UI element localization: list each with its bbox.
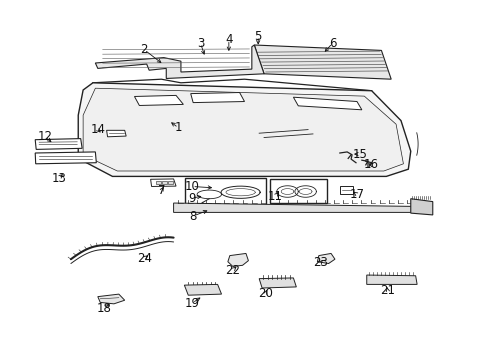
Polygon shape bbox=[156, 181, 161, 184]
Text: 22: 22 bbox=[225, 264, 240, 276]
Bar bbox=[184, 178, 265, 205]
Polygon shape bbox=[168, 181, 172, 184]
Text: 7: 7 bbox=[157, 184, 165, 197]
Polygon shape bbox=[190, 93, 244, 103]
Polygon shape bbox=[35, 139, 82, 149]
Text: 20: 20 bbox=[258, 287, 272, 300]
Text: 9: 9 bbox=[188, 192, 196, 204]
Text: 6: 6 bbox=[328, 37, 336, 50]
Bar bbox=[270, 179, 326, 203]
Polygon shape bbox=[98, 294, 124, 304]
Text: 15: 15 bbox=[352, 148, 367, 161]
Text: 17: 17 bbox=[349, 188, 364, 201]
Polygon shape bbox=[162, 181, 166, 184]
Polygon shape bbox=[227, 253, 248, 266]
Polygon shape bbox=[95, 45, 264, 78]
Polygon shape bbox=[317, 253, 334, 264]
Text: 12: 12 bbox=[38, 130, 52, 143]
Text: 19: 19 bbox=[184, 297, 199, 310]
Text: 21: 21 bbox=[380, 284, 394, 297]
Text: 14: 14 bbox=[90, 123, 105, 136]
Polygon shape bbox=[259, 278, 296, 288]
Polygon shape bbox=[78, 83, 410, 176]
Text: 16: 16 bbox=[364, 158, 378, 171]
Polygon shape bbox=[366, 275, 416, 284]
Polygon shape bbox=[184, 284, 221, 295]
Polygon shape bbox=[83, 88, 403, 171]
Text: 18: 18 bbox=[97, 302, 111, 315]
Text: 10: 10 bbox=[184, 180, 199, 193]
Text: 1: 1 bbox=[174, 121, 182, 134]
Polygon shape bbox=[339, 186, 352, 194]
Text: 23: 23 bbox=[312, 256, 327, 269]
Polygon shape bbox=[134, 95, 183, 105]
Polygon shape bbox=[254, 45, 390, 79]
Polygon shape bbox=[293, 97, 361, 110]
Text: 3: 3 bbox=[196, 37, 204, 50]
Polygon shape bbox=[35, 152, 96, 164]
Text: 2: 2 bbox=[140, 43, 148, 56]
Polygon shape bbox=[173, 203, 429, 212]
Polygon shape bbox=[150, 179, 176, 186]
Text: 4: 4 bbox=[224, 33, 232, 46]
Text: 13: 13 bbox=[51, 172, 66, 185]
Polygon shape bbox=[410, 199, 432, 215]
Polygon shape bbox=[106, 130, 126, 137]
Text: 11: 11 bbox=[267, 190, 282, 203]
Text: 8: 8 bbox=[189, 210, 197, 222]
Text: 24: 24 bbox=[137, 252, 151, 265]
Text: 5: 5 bbox=[254, 30, 262, 42]
